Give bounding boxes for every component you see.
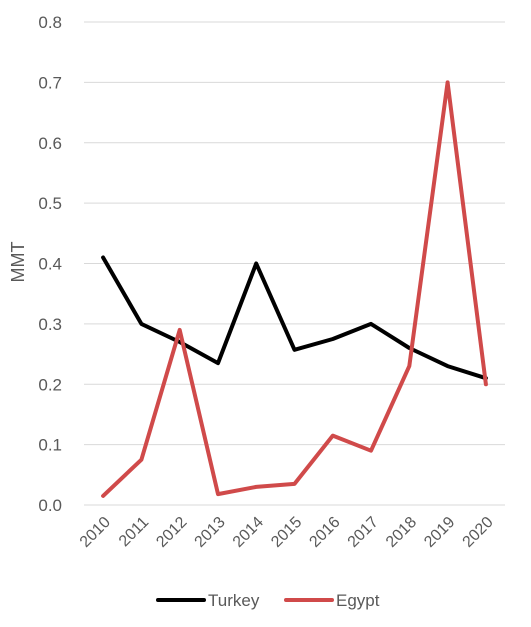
y-tick-label: 0.0 <box>38 496 62 515</box>
y-tick-label: 0.2 <box>38 375 62 394</box>
series-line-egypt <box>101 80 488 498</box>
y-tick-label: 0.8 <box>38 13 62 32</box>
x-tick-label: 2010 <box>77 514 114 551</box>
gridlines <box>84 21 505 506</box>
y-tick-label: 0.1 <box>38 436 62 455</box>
legend-label-turkey: Turkey <box>208 591 260 610</box>
x-axis-ticks: 2010 2011 2012 2013 2014 2015 2016 2017 2018 2019… <box>77 514 497 551</box>
x-tick-label: 2016 <box>306 514 343 551</box>
y-tick-label: 0.6 <box>38 134 62 153</box>
x-tick-label: 2014 <box>230 514 267 551</box>
y-axis-ticks: 0.0 0.1 0.2 0.3 0.4 0.5 0.6 0.7 0.8 <box>38 13 62 515</box>
x-tick-label: 2011 <box>116 514 152 550</box>
legend-label-egypt: Egypt <box>336 591 380 610</box>
x-tick-label: 2017 <box>345 514 382 551</box>
legend: Turkey Egypt <box>156 591 380 610</box>
series-line-turkey <box>101 255 488 381</box>
y-tick-label: 0.3 <box>38 315 62 334</box>
y-axis-label: MMT <box>8 242 28 283</box>
x-tick-label: 2018 <box>383 514 420 551</box>
x-tick-label: 2012 <box>153 514 190 551</box>
y-tick-label: 0.7 <box>38 73 62 92</box>
series-lines <box>101 80 488 498</box>
x-tick-label: 2020 <box>460 514 497 551</box>
x-tick-label: 2019 <box>421 514 458 551</box>
x-tick-label: 2015 <box>268 514 305 551</box>
y-tick-label: 0.5 <box>38 194 62 213</box>
x-tick-label: 2013 <box>192 514 229 551</box>
y-tick-label: 0.4 <box>38 255 62 274</box>
